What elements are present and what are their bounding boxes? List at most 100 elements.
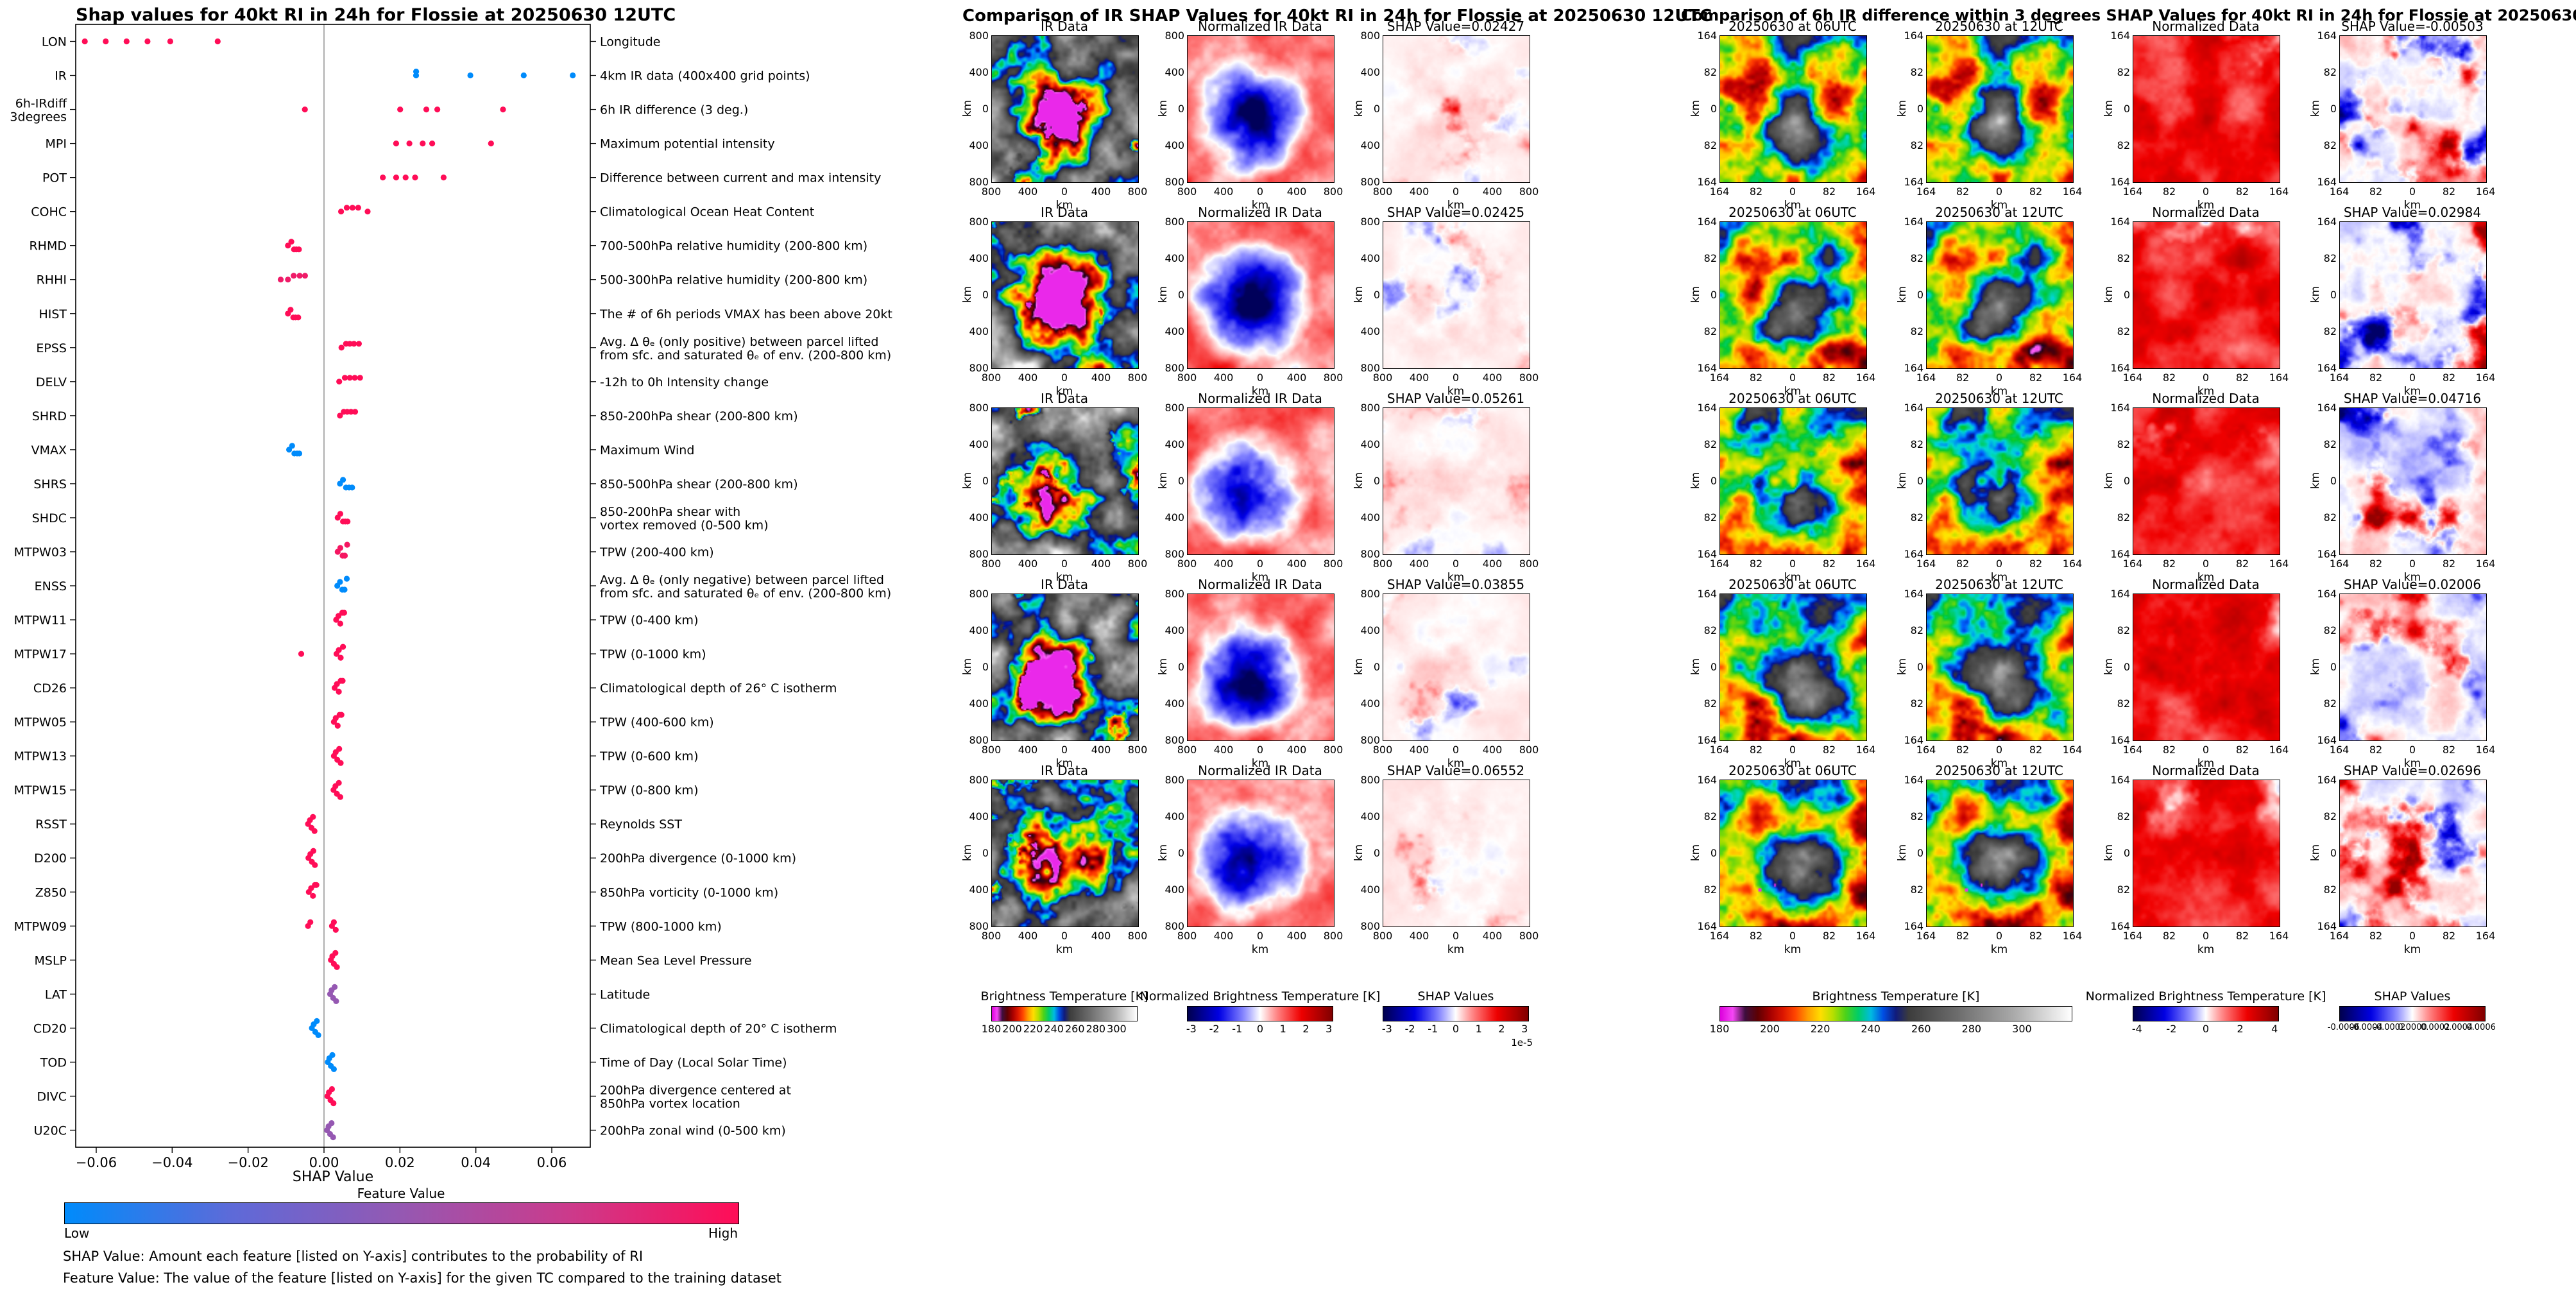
- x-tick-label: 800: [981, 558, 1002, 570]
- feature-desc: 850hPa vortex location: [600, 1097, 740, 1111]
- shap-dot: [310, 814, 316, 820]
- shap-dot: [343, 205, 350, 211]
- x-tick-label: 800: [1372, 930, 1393, 942]
- y-tick-label: 800: [969, 920, 989, 932]
- y-tick-label: 82: [2117, 66, 2130, 78]
- shap-dot: [336, 746, 343, 752]
- colorbar-1: Brightness Temperature [K] 180 200 220 240 26…: [1710, 989, 2072, 1054]
- x-tick-label: 82: [1822, 558, 1836, 570]
- x-axis-label: km: [1990, 199, 2008, 212]
- subplot-normr-row2: Normalized Data km 164 164 82 82 0 0 82 82 164 164 k…: [2102, 203, 2289, 398]
- irz2-image-canvas: [1926, 593, 2074, 741]
- x-tick-label: 800: [1323, 744, 1343, 756]
- shap-dot: [357, 375, 363, 381]
- feature-label: LAT: [45, 987, 67, 1002]
- feature-desc: 200hPa divergence (0-1000 km): [600, 851, 796, 866]
- x-tick-label: 82: [2162, 930, 2176, 942]
- shap-dot: [570, 72, 576, 79]
- y-tick-label: 0: [982, 475, 989, 487]
- x-axis-label: km: [1251, 943, 1269, 956]
- colorbar-tick-label: -3: [1381, 1023, 1392, 1035]
- colorbar-tick-label: 220: [1023, 1023, 1043, 1035]
- feature-desc: Avg. Δ θₑ (only negative) between parcel…: [600, 573, 884, 587]
- y-tick-label: 0: [1916, 475, 1923, 487]
- irz1-image-canvas: [1719, 221, 1867, 369]
- y-tick-label: 164: [1697, 176, 1717, 188]
- colorbar-tick-label: 4: [2271, 1023, 2278, 1035]
- colorbar-tick-label: -1: [1232, 1023, 1243, 1035]
- x-tick-label: 800: [1372, 371, 1393, 384]
- subplot-title: Normalized Data: [2152, 391, 2260, 406]
- x-tick-label: 0: [2409, 930, 2416, 942]
- shap-dot: [429, 141, 436, 147]
- shap-dot: [393, 175, 400, 181]
- x-tick-label: 164: [2122, 371, 2143, 384]
- y-tick-label: 0: [1373, 475, 1380, 487]
- x-tick-label: 82: [2029, 558, 2043, 570]
- x-tick-label: 0: [1452, 744, 1460, 756]
- subplot-irz1-row3: 20250630 at 06UTC km 164 164 82 82 0 0 82 82 164 16…: [1689, 389, 1875, 584]
- x-tick-label: 164: [2329, 558, 2350, 570]
- colorbar-tick-label: 200: [1002, 1023, 1022, 1035]
- shapr-image-canvas: [2339, 407, 2487, 555]
- irdiff-subplot-grid: 20250630 at 06UTC km 164 164 82 82 0 0 82 82 164 16…: [1681, 0, 2576, 1289]
- shap-dot: [336, 379, 343, 385]
- x-tick-label: 400: [1213, 558, 1234, 570]
- shap-dot: [330, 1066, 337, 1072]
- subplot-norm-row5: Normalized IR Data km 800 800 400 400 0 0 400 400…: [1156, 762, 1343, 956]
- colorbar-tick-label: 200: [1760, 1023, 1780, 1035]
- subplot-title: Normalized Data: [2152, 19, 2260, 34]
- x-tick-label: 400: [1018, 930, 1038, 942]
- colorbar-tick-label: 300: [1107, 1023, 1127, 1035]
- x-tick-label: 82: [2235, 744, 2249, 756]
- shap-dot: [328, 1120, 335, 1127]
- x-tick-label: 800: [1177, 185, 1197, 198]
- colorbar-tick-label: 2: [2237, 1023, 2244, 1035]
- subplot-norm-row2: Normalized IR Data km 800 800 400 400 0 0 400 400…: [1156, 203, 1343, 398]
- colorbar-tick-label: 0.0000: [2398, 1023, 2427, 1032]
- x-tick-label: 164: [1855, 744, 1876, 756]
- x-tick-label: 0.04: [461, 1155, 491, 1170]
- subplot-irz2-row4: 20250630 at 12UTC km 164 164 82 82 0 0 82 82 164 16…: [1895, 576, 2082, 770]
- x-tick-label: 0: [2409, 558, 2416, 570]
- subplot-shapr-row4: SHAP Value=0.02006 km 164 164 82 82 0 0 82 82 164 1…: [2308, 576, 2495, 770]
- feature-desc: Climatological depth of 26° C isotherm: [600, 681, 837, 696]
- y-tick-label: 164: [1697, 588, 1717, 600]
- x-tick-label: 164: [2269, 371, 2289, 384]
- subplot-title: 20250630 at 06UTC: [1728, 391, 1857, 406]
- ir-image-canvas: [991, 221, 1139, 369]
- subplot-title: Normalized Data: [2152, 577, 2260, 592]
- x-tick-label: 164: [1855, 930, 1876, 942]
- shap-dot: [310, 848, 316, 854]
- y-tick-label: 800: [969, 588, 989, 600]
- subplot-irz2-row3: 20250630 at 12UTC km 164 164 82 82 0 0 82 82 164 16…: [1895, 389, 2082, 584]
- colorbar-1: Brightness Temperature [K] 180 200 220 240 26…: [981, 989, 1148, 1054]
- x-tick-label: 0: [2409, 185, 2416, 198]
- shap-dot: [337, 545, 344, 551]
- subplot-shapm-row3: SHAP Value=0.05261 km 800 800 400 400 0 0 400 400…: [1352, 389, 1539, 584]
- subplot-irz1-row1: 20250630 at 06UTC km 164 164 82 82 0 0 82 82 164 16…: [1689, 17, 1875, 212]
- shap-dot: [285, 243, 291, 249]
- feature-desc: Reynolds SST: [600, 817, 682, 832]
- colorbar-tick-label: 300: [2012, 1023, 2032, 1035]
- x-tick-label: 164: [2475, 930, 2496, 942]
- y-tick-label: 82: [1703, 810, 1717, 823]
- y-tick-label: 164: [2110, 548, 2130, 560]
- x-tick-label: 0: [1256, 185, 1264, 198]
- y-tick-label: 164: [2317, 548, 2337, 560]
- y-tick-label: 800: [1164, 362, 1184, 374]
- x-tick-label: 0: [1256, 930, 1264, 942]
- x-tick-label: 164: [2122, 185, 2143, 198]
- y-tick-label: 0: [1710, 289, 1717, 301]
- x-axis-label: km: [1784, 757, 1802, 770]
- colorbar-tick-label: 180: [1709, 1023, 1730, 1035]
- y-tick-label: 800: [1360, 216, 1380, 228]
- y-tick-label: 82: [1703, 624, 1717, 636]
- x-tick-label: 82: [2369, 371, 2383, 384]
- x-tick-label: 0: [1789, 930, 1796, 942]
- x-tick-label: 82: [1822, 185, 1836, 198]
- x-axis-label: km: [1784, 571, 1802, 584]
- feature-label: RHMD: [29, 239, 67, 253]
- x-tick-label: 82: [1956, 930, 1970, 942]
- y-tick-label: 0: [1177, 847, 1184, 859]
